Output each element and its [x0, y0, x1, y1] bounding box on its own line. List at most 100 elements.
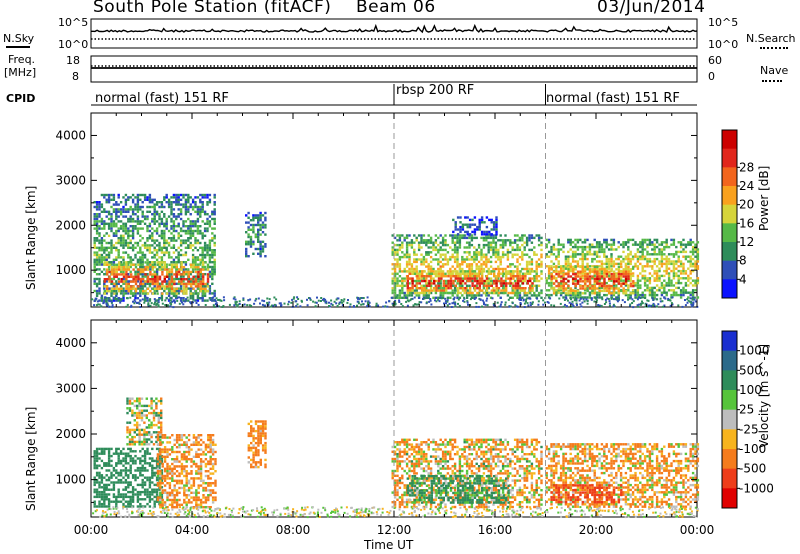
power-echo-cell	[428, 291, 431, 295]
power-echo-cell	[175, 203, 178, 206]
power-echo-cell	[153, 249, 156, 252]
power-echo-cell	[425, 289, 429, 292]
power-echo-cell	[199, 282, 202, 286]
power-echo-cell	[627, 272, 630, 276]
power-echo-cell	[684, 291, 688, 294]
power-echo-cell	[593, 289, 597, 293]
power-echo-cell	[146, 268, 150, 271]
power-echo-cell	[119, 289, 123, 293]
power-echo-cell	[151, 213, 154, 216]
power-echo-cell	[134, 208, 137, 211]
power-echo-cell	[550, 275, 553, 278]
power-echo-cell	[679, 265, 683, 268]
power-echo-cell	[415, 253, 418, 256]
power-echo-cell	[117, 229, 120, 233]
power-echo-cell	[617, 293, 620, 297]
power-echo-cell	[537, 236, 541, 240]
power-echo-cell	[156, 280, 159, 283]
power-echo-cell	[184, 239, 188, 242]
power-echo-cell	[170, 208, 173, 211]
power-echo-cell	[95, 239, 99, 242]
power-echo-cell	[610, 277, 613, 281]
power-echo-cell	[530, 234, 534, 237]
power-echo-cell	[504, 239, 507, 242]
power-noise-cell	[457, 298, 460, 301]
power-echo-cell	[494, 248, 498, 252]
power-echo-cell	[160, 222, 164, 225]
power-echo-cell	[115, 280, 118, 283]
power-echo-cell	[689, 291, 692, 294]
power-noise-cell	[172, 306, 175, 309]
power-noise-cell	[316, 296, 318, 299]
power-echo-cell	[196, 263, 200, 266]
power-echo-cell	[516, 296, 519, 299]
power-echo-cell	[572, 268, 575, 271]
power-echo-cell	[163, 246, 166, 249]
power-echo-cell	[93, 239, 96, 242]
power-echo-cell	[581, 257, 584, 261]
power-echo-cell	[451, 255, 454, 259]
power-echo-cell	[203, 241, 207, 245]
power-echo-cell	[196, 229, 200, 233]
power-echo-cell	[655, 274, 659, 278]
power-echo-cell	[456, 294, 459, 297]
power-echo-cell	[588, 265, 592, 268]
power-echo-cell	[125, 270, 128, 274]
power-echo-cell	[180, 261, 183, 264]
power-echo-cell	[533, 251, 536, 254]
power-echo-cell	[643, 257, 647, 261]
power-echo-cell	[146, 258, 149, 261]
power-echo-cell	[182, 268, 185, 271]
power-echo-cell	[103, 210, 106, 213]
power-echo-cell	[593, 270, 597, 273]
power-echo-cell	[199, 201, 202, 204]
nsearch-tick-top: 10^5	[708, 16, 739, 29]
power-echo-cell	[429, 241, 433, 244]
power-echo-cell	[393, 243, 397, 247]
power-echo-cell	[189, 203, 192, 206]
power-echo-cell	[598, 275, 601, 278]
power-echo-cell	[172, 234, 176, 237]
power-echo-cell	[185, 282, 188, 286]
power-echo-cell	[137, 275, 140, 278]
power-noise-cell	[275, 298, 278, 301]
power-echo-cell	[182, 270, 186, 274]
power-noise-cell	[149, 298, 152, 301]
power-echo-cell	[249, 228, 253, 231]
power-echo-cell	[588, 250, 592, 254]
power-echo-cell	[175, 273, 178, 276]
power-noise-cell	[612, 303, 615, 306]
power-echo-cell	[151, 256, 154, 259]
power-echo-cell	[98, 292, 101, 295]
power-noise-cell	[110, 300, 113, 303]
power-echo-cell	[257, 247, 260, 251]
power-echo-cell	[124, 198, 128, 201]
power-echo-cell	[129, 258, 132, 261]
power-echo-cell	[620, 270, 623, 273]
power-echo-cell	[627, 245, 630, 249]
power-echo-cell	[493, 279, 496, 283]
power-noise-cell	[611, 296, 614, 299]
power-echo-cell	[129, 265, 132, 269]
power-echo-cell	[420, 253, 423, 256]
power-echo-cell	[143, 256, 147, 259]
power-echo-cell	[441, 270, 445, 273]
power-echo-cell	[667, 262, 671, 266]
power-echo-cell	[624, 289, 628, 293]
power-echo-cell	[670, 281, 673, 285]
vel-echo-cell	[105, 469, 108, 472]
power-echo-cell	[440, 277, 443, 280]
power-echo-cell	[598, 282, 601, 285]
power-echo-cell	[427, 270, 430, 273]
power-echo-cell	[211, 265, 214, 269]
power-echo-cell	[665, 262, 668, 266]
power-echo-cell	[607, 257, 611, 261]
power-echo-cell	[154, 280, 157, 283]
power-echo-cell	[421, 287, 424, 290]
power-echo-cell	[648, 281, 652, 285]
power-echo-cell	[574, 293, 577, 297]
vel-echo-cell	[93, 481, 96, 484]
power-noise-cell	[454, 301, 457, 304]
power-echo-cell	[615, 287, 618, 290]
power-echo-cell	[122, 229, 125, 233]
